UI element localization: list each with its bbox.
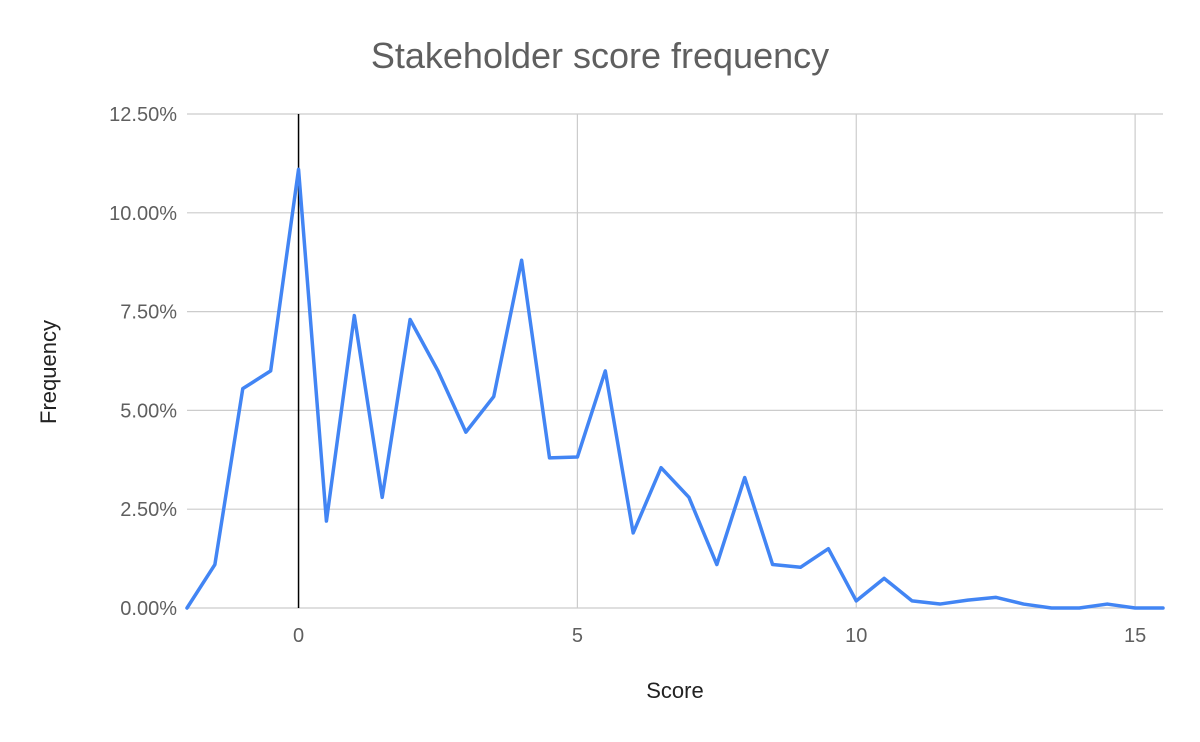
- x-tick-label: 10: [845, 625, 867, 647]
- series-layer: [185, 167, 1165, 610]
- y-tick-label: 7.50%: [120, 302, 177, 324]
- x-tick-label: 5: [572, 625, 583, 647]
- grid-layer: [187, 113, 1163, 609]
- y-tick-label: 12.50%: [109, 104, 177, 126]
- y-tick-label: 2.50%: [120, 499, 177, 521]
- series-line: [185, 167, 1165, 610]
- y-tick-label: 0.00%: [120, 598, 177, 620]
- y-tick-label: 10.00%: [109, 203, 177, 225]
- x-tick-label: 0: [293, 625, 304, 647]
- y-axis-title: Frequency: [36, 320, 61, 424]
- chart-title: Stakeholder score frequency: [371, 35, 829, 76]
- y-tick-label: 5.00%: [120, 400, 177, 422]
- x-tick-label: 15: [1124, 625, 1146, 647]
- x-axis-title: Score: [646, 678, 703, 703]
- tick-layer: 0.00% 2.50% 5.00% 7.50% 10.00% 12.50% 0 5 10 15: [109, 104, 1146, 647]
